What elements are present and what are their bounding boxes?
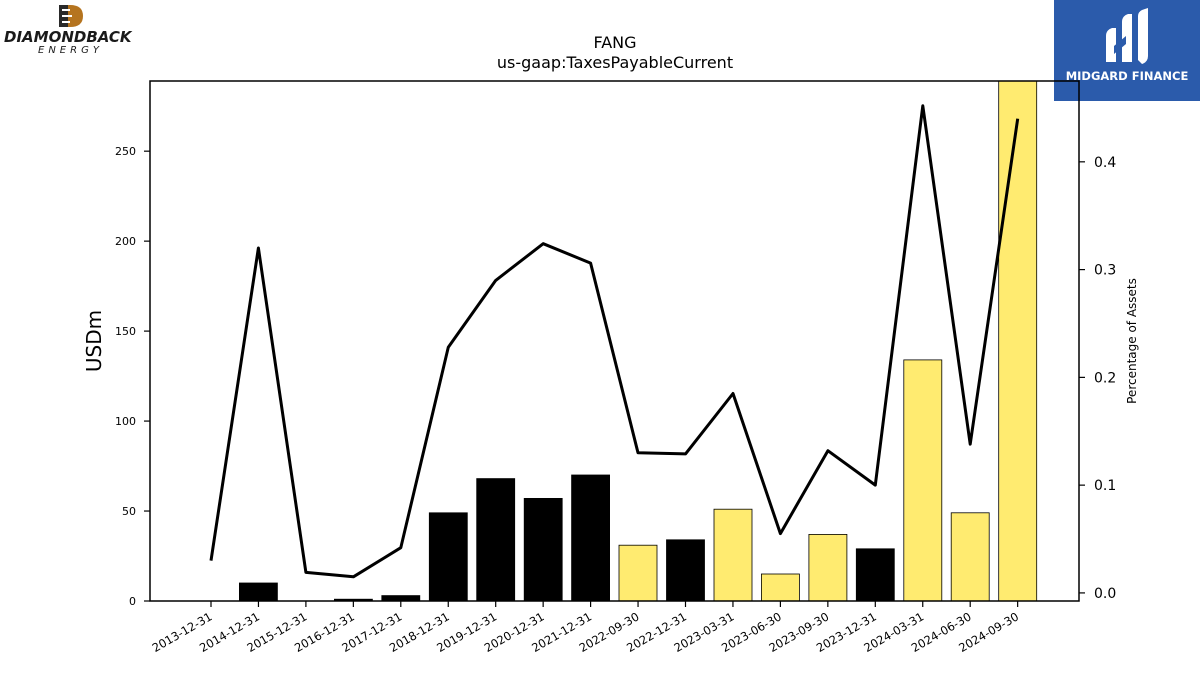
chart-subtitle: us-gaap:TaxesPayableCurrent — [497, 53, 733, 72]
bar-2018-12-31 — [428, 512, 468, 602]
diamondback-mark-icon — [59, 5, 83, 27]
brand-name: DIAMONDBACK — [4, 28, 132, 46]
y-tick-label-100: 100 — [115, 415, 136, 428]
bar-2020-12-31 — [523, 497, 563, 602]
diamondback-logo: DIAMONDBACK ENERGY — [4, 4, 144, 56]
y2-tick-label-0.2: 0.2 — [1094, 370, 1116, 386]
midgard-name: MIDGARD FINANCE — [1065, 69, 1189, 83]
bar-2024-03-31 — [903, 359, 943, 602]
bar-2024-09-30 — [998, 80, 1038, 602]
bar-2023-09-30 — [808, 534, 848, 602]
y-tick-label-150: 150 — [115, 325, 136, 338]
bar-2023-12-31 — [855, 548, 895, 602]
midgard-mark-icon — [1106, 8, 1148, 64]
percentage-line — [209, 104, 1020, 579]
bar-2021-12-31 — [571, 474, 610, 602]
brand-subtitle: ENERGY — [38, 45, 103, 56]
bar-2023-06-30 — [761, 573, 800, 602]
bar-2019-12-31 — [476, 478, 516, 602]
y2-tick-label-0: 0.0 — [1094, 586, 1116, 602]
y-tick-label-250: 250 — [115, 145, 136, 158]
bar-2022-12-31 — [666, 539, 705, 602]
midgard-finance-logo: MIDGARD FINANCE — [1054, 0, 1200, 101]
y2-tick-label-0.1: 0.1 — [1094, 478, 1116, 494]
bar-2017-12-31 — [381, 595, 421, 602]
plot-frame — [149, 80, 1080, 602]
bar-2014-12-31 — [238, 582, 278, 602]
bar-2022-09-30 — [618, 544, 658, 602]
y-tick-label-0: 0 — [129, 595, 136, 608]
y-axis-label: USDm — [82, 310, 106, 372]
y-tick-label-200: 200 — [115, 235, 136, 248]
chart-title: FANG — [593, 33, 636, 52]
bar-2024-06-30 — [950, 512, 990, 602]
y2-tick-label-0.4: 0.4 — [1094, 155, 1116, 171]
y2-tick-label-0.3: 0.3 — [1094, 263, 1116, 279]
bar-2023-03-31 — [713, 508, 753, 602]
y-tick-label-50: 50 — [122, 505, 136, 518]
y2-axis-label: Percentage of Assets — [1125, 278, 1139, 404]
